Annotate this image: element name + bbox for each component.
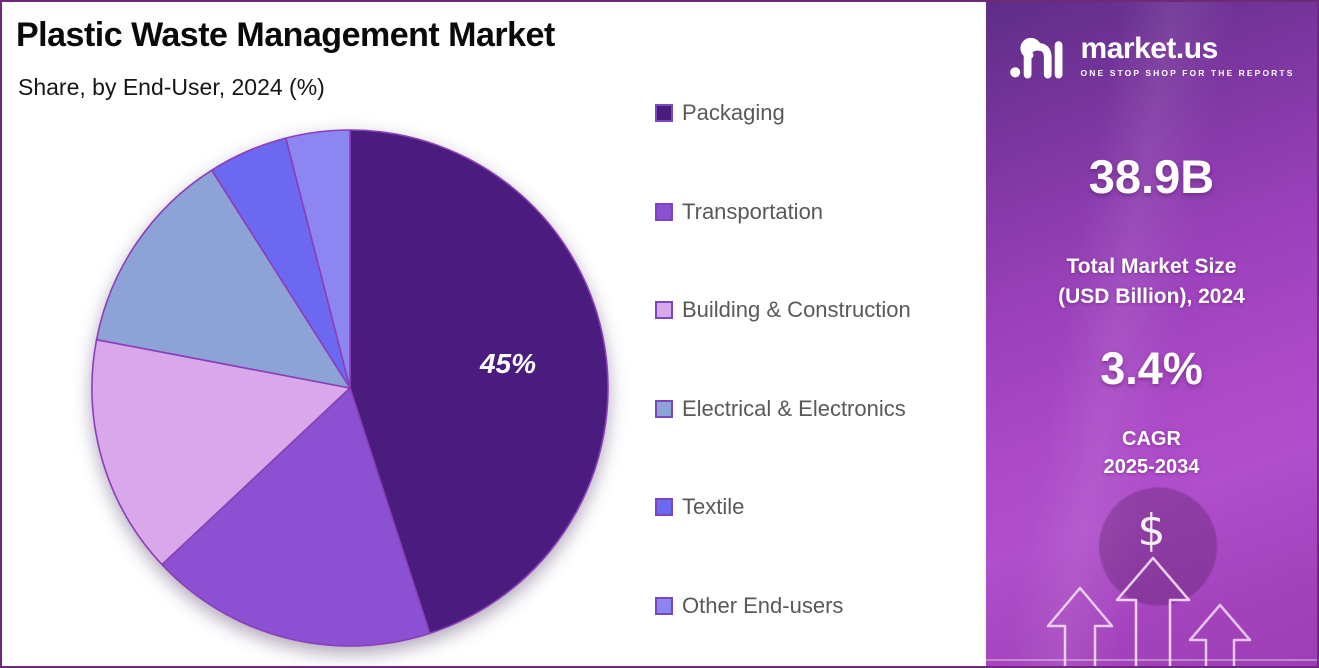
dollar-icon: $ bbox=[1137, 505, 1166, 556]
legend-marker-icon bbox=[655, 202, 673, 221]
legend-marker-icon bbox=[655, 596, 673, 615]
growth-arrows-icon bbox=[1046, 556, 1252, 666]
legend-label: Textile bbox=[682, 494, 745, 519]
pie-slice-electrical-electronics bbox=[95, 169, 351, 389]
pie-slice-packaging bbox=[349, 129, 609, 635]
market-us-logo: market.us ONE STOP SHOP FOR THE REPORTS bbox=[986, 30, 1317, 82]
legend-item-building-construction: Building & Construction bbox=[655, 297, 911, 322]
legend-item-other-end-users: Other End-users bbox=[655, 592, 911, 618]
cagr-label-line1: CAGR bbox=[1122, 428, 1181, 450]
logo-brand-name: market.us bbox=[1080, 32, 1219, 65]
pie-slice-other-end-users bbox=[285, 129, 351, 389]
logo-text-block: market.us ONE STOP SHOP FOR THE REPORTS bbox=[1080, 32, 1295, 79]
logo-tagline: ONE STOP SHOP FOR THE REPORTS bbox=[1080, 68, 1295, 78]
cagr-label: CAGR 2025-2034 bbox=[986, 425, 1317, 482]
pie-chart-area: 45% bbox=[70, 108, 630, 666]
total-market-size-label-line1: Total Market Size bbox=[1066, 255, 1237, 278]
pie-slice-building-construction bbox=[91, 338, 351, 566]
stats-sidebar: market.us ONE STOP SHOP FOR THE REPORTS … bbox=[986, 2, 1317, 666]
pie-chart: 45% bbox=[91, 129, 609, 647]
legend-marker-icon bbox=[655, 399, 673, 418]
legend-item-textile: Textile bbox=[655, 494, 911, 519]
page-title: Plastic Waste Management Market bbox=[16, 16, 555, 54]
legend-label: Packaging bbox=[682, 100, 785, 125]
total-market-size-label-line2: (USD Billion), 2024 bbox=[1058, 284, 1245, 308]
total-market-size-value: 38.9B bbox=[1088, 150, 1215, 203]
legend-marker-icon bbox=[655, 301, 673, 319]
legend-item-transportation: Transportation bbox=[655, 198, 911, 224]
cagr-value: 3.4% bbox=[1100, 343, 1203, 394]
chart-legend: Packaging Transportation Building & Cons… bbox=[655, 100, 911, 666]
legend-label: Transportation bbox=[682, 198, 824, 224]
sidebar-bottom-divider bbox=[986, 659, 1317, 661]
total-market-size-label: Total Market Size (USD Billion), 2024 bbox=[986, 252, 1317, 312]
legend-marker-icon bbox=[655, 498, 673, 516]
legend-label: Building & Construction bbox=[682, 297, 911, 322]
chart-subtitle: Share, by End-User, 2024 (%) bbox=[18, 74, 325, 100]
pie-data-label: 45% bbox=[479, 348, 536, 379]
pie-slice-transportation bbox=[161, 387, 431, 647]
market-us-logo-icon bbox=[1009, 37, 1063, 79]
legend-marker-icon bbox=[655, 104, 673, 122]
cagr-label-line2: 2025-2034 bbox=[1103, 456, 1200, 479]
legend-label: Electrical & Electronics bbox=[682, 395, 906, 421]
legend-item-electrical-electronics: Electrical & Electronics bbox=[655, 395, 911, 421]
legend-item-packaging: Packaging bbox=[655, 100, 911, 125]
legend-label: Other End-users bbox=[682, 592, 844, 618]
